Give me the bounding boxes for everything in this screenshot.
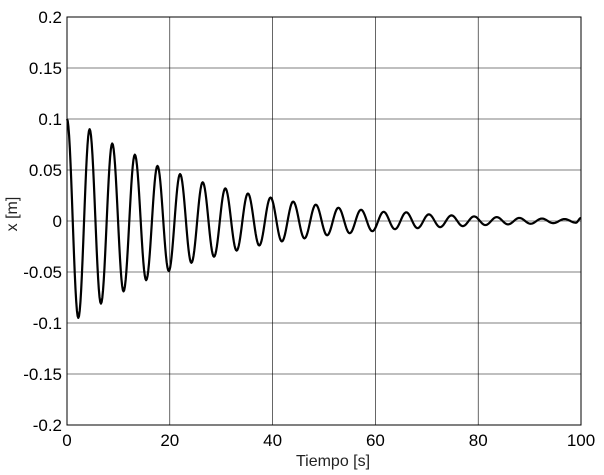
x-tick-label: 60: [366, 431, 385, 450]
series-line: [65, 118, 582, 319]
x-tick-label: 80: [469, 431, 488, 450]
x-tick-label: 40: [263, 431, 282, 450]
y-tick-label: 0.15: [29, 59, 62, 78]
y-axis-label: x [m]: [4, 197, 21, 232]
x-axis: 0 20 40 60 80 100: [62, 431, 595, 450]
y-tick-label: -0.05: [23, 263, 62, 282]
x-tick-label: 0: [62, 431, 71, 450]
x-tick-label: 100: [567, 431, 595, 450]
plot-frame: [66, 16, 582, 426]
y-axis: -0.2 -0.15 -0.1 -0.05 0 0.05 0.1 0.15 0.2: [23, 8, 62, 435]
y-tick-label: -0.15: [23, 365, 62, 384]
y-tick-label: 0.2: [38, 8, 62, 27]
y-tick-label: -0.1: [33, 314, 62, 333]
y-tick-label: 0.05: [29, 161, 62, 180]
y-tick-label: -0.2: [33, 416, 62, 435]
x-tick-label: 20: [160, 431, 179, 450]
series-group: [65, 118, 582, 319]
y-tick-label: 0: [53, 212, 62, 231]
y-tick-label: 0.1: [38, 110, 62, 129]
x-axis-label: Tiempo [s]: [296, 453, 370, 470]
